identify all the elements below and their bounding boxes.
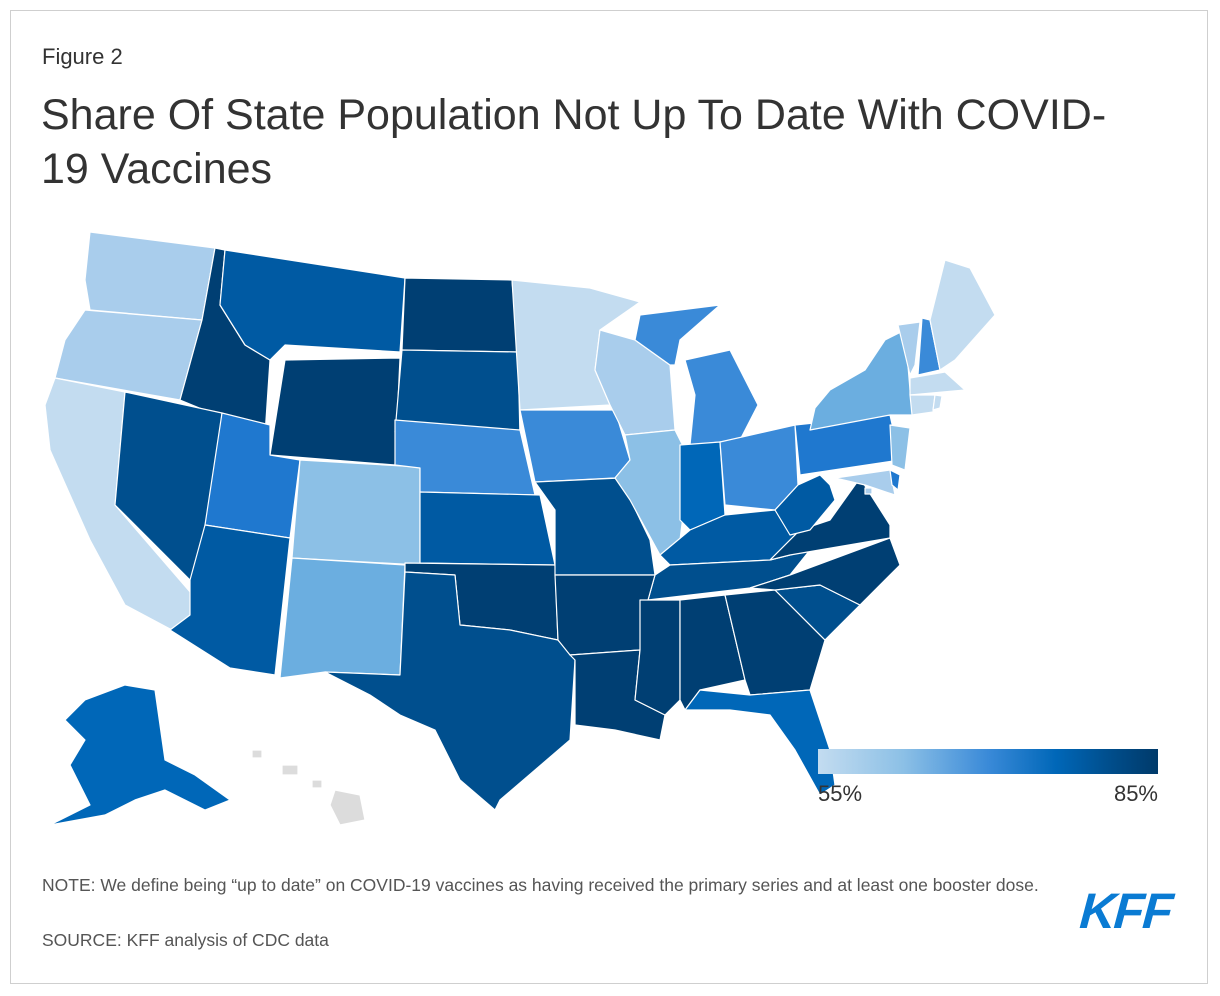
state-rhode-island [932,394,943,411]
color-legend: 55% 85% [818,749,1158,806]
state-west-virginia [774,474,836,536]
state-montana [219,249,406,361]
state-massachusetts [909,371,966,396]
state-north-carolina [749,537,901,606]
legend-color-bar [818,749,1158,774]
source-text: SOURCE: KFF analysis of CDC data [42,930,329,950]
state-indiana [679,441,726,531]
legend-max-label: 85% [1113,781,1158,806]
state-hawaii [251,749,366,826]
state-alaska [49,684,231,826]
state-colorado [291,459,421,566]
state-florida [684,689,836,796]
figure-label: Figure 2 [42,44,123,69]
kff-logo: KFF [1078,883,1174,939]
state-vermont [897,321,921,376]
state-north-dakota [401,277,519,353]
state-tennessee [647,549,811,601]
state-maine [929,259,996,371]
state-delaware [889,469,901,491]
state-connecticut [909,394,936,416]
state-texas [324,571,576,811]
state-wyoming [269,357,401,466]
state-arizona [169,524,291,676]
state-new-mexico [279,557,406,679]
legend-min-label: 55% [818,781,863,806]
state-dc [864,487,873,495]
state-kansas [419,491,556,566]
state-mississippi [634,599,681,716]
us-state-map [44,231,996,826]
chart-title: Share Of State Population Not Up To Date… [41,91,1107,193]
state-oregon [54,309,203,401]
state-washington [84,231,216,321]
note-text: NOTE: We define being “up to date” on CO… [42,875,1039,895]
state-iowa [519,409,631,483]
state-maryland [834,469,896,496]
state-new-jersey [889,424,911,471]
figure-frame [10,10,1208,984]
